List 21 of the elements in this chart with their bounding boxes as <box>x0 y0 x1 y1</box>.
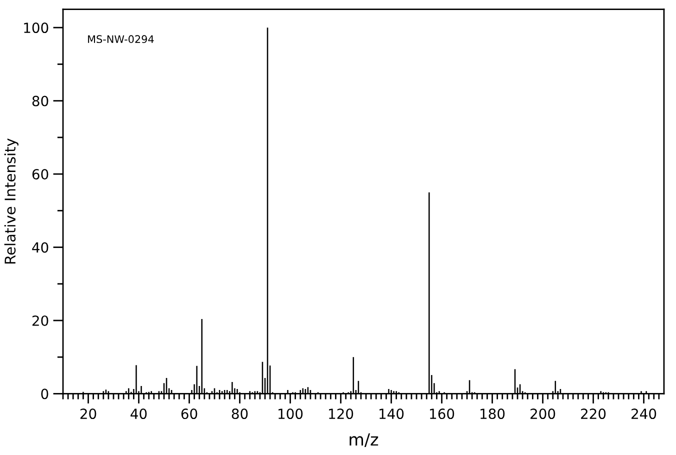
y-tick-label: 40 <box>32 242 48 253</box>
x-tick-label: 220 <box>581 408 606 420</box>
y-axis-title: Relative Intensity <box>4 138 18 264</box>
x-tick-label: 180 <box>480 408 505 420</box>
x-tick-label: 80 <box>232 408 248 420</box>
annotation: MS-NW-0294 <box>88 35 154 44</box>
x-tick-label: 240 <box>632 408 656 420</box>
x-tick-label: 160 <box>430 408 454 420</box>
x-tick-label: 60 <box>181 408 198 420</box>
y-tick-label: 0 <box>41 388 48 400</box>
x-tick-label: 140 <box>380 408 404 420</box>
y-tick-label: 80 <box>32 96 48 106</box>
y-tick-label: 60 <box>32 169 48 180</box>
x-tick-label: 120 <box>329 408 354 420</box>
y-tick-label: 20 <box>32 315 48 326</box>
x-tick-label: 40 <box>130 408 147 420</box>
x-tick-label: 200 <box>530 408 556 420</box>
x-tick-label: 20 <box>80 408 96 420</box>
x-axis-title: m/z <box>350 433 378 448</box>
y-tick-label: 100 <box>24 22 48 34</box>
x-tick-label: 100 <box>278 408 303 420</box>
